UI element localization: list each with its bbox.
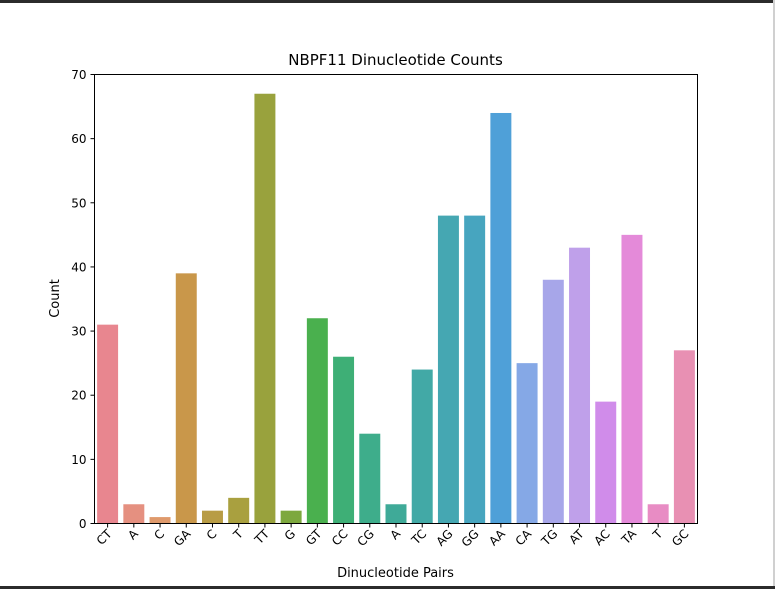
bar-4 [201, 510, 223, 524]
x-tick-label-9: CC [329, 527, 351, 549]
x-tick-label-3: GA [171, 526, 194, 549]
bar-11 [385, 504, 407, 524]
bar-7 [280, 510, 302, 524]
x-tick-label-22: GC [669, 527, 691, 549]
bar-22 [673, 350, 695, 524]
x-tick-label-12: TC [408, 527, 429, 548]
y-tick-label-7: 70 [71, 68, 86, 82]
bar-21 [647, 504, 669, 524]
x-tick-label-5: T [230, 526, 246, 542]
chart-title: NBPF11 Dinucleotide Counts [288, 51, 503, 69]
x-tick-label-7: G [282, 527, 298, 543]
y-axis-label: Count [48, 279, 63, 318]
y-tick-label-3: 30 [71, 325, 86, 339]
y-tick-label-4: 40 [71, 260, 86, 274]
bar-20 [621, 234, 643, 524]
bar-19 [595, 401, 617, 524]
x-tick-label-21: T [649, 526, 665, 542]
x-tick-label-15: AA [486, 526, 508, 548]
y-tick-label-1: 10 [71, 453, 86, 467]
x-tick-label-20: TA [618, 526, 639, 547]
bar-18 [569, 247, 591, 524]
x-tick-label-10: CG [354, 527, 376, 549]
x-tick-label-19: AC [591, 527, 612, 548]
x-tick-label-16: CA [513, 526, 535, 548]
y-axis: 0 10 20 30 40 50 60 70 [71, 68, 95, 531]
bar-2 [149, 517, 171, 524]
window-right-border [773, 0, 775, 589]
x-tick-label-6: TT [251, 526, 272, 547]
plot-frame [94, 74, 698, 524]
bar-0 [97, 324, 119, 524]
bar-1 [123, 504, 145, 524]
x-tick-label-14: GG [459, 527, 482, 550]
x-tick-label-13: AG [433, 527, 455, 549]
bar-13 [437, 215, 459, 524]
y-tick-label-2: 20 [71, 389, 86, 403]
x-tick-label-8: GT [303, 526, 325, 548]
bar-5 [228, 497, 250, 524]
y-tick-label-0: 0 [79, 517, 87, 531]
bars-group [97, 93, 695, 524]
y-tick-label-5: 50 [71, 196, 86, 210]
x-tick-label-17: TG [538, 527, 560, 549]
y-tick-label-6: 60 [71, 132, 86, 146]
x-tick-label-18: AT [566, 526, 587, 547]
bar-17 [542, 279, 564, 524]
window-bottom-border [0, 586, 775, 589]
x-tick-label-1: A [125, 526, 141, 542]
bar-8 [306, 318, 328, 524]
x-tick-label-2: C [151, 527, 167, 543]
bar-10 [359, 433, 381, 524]
x-axis: CT A C GA C T TT G GT CC CG A TC AG GG AA CA TG AT AC TA T GC [94, 523, 692, 550]
bar-3 [175, 273, 197, 524]
x-axis-label: Dinucleotide Pairs [337, 566, 454, 581]
bar-6 [254, 93, 276, 524]
bar-9 [333, 356, 355, 524]
x-tick-label-0: CT [94, 526, 115, 547]
bar-15 [490, 112, 512, 524]
x-tick-label-11: A [387, 526, 403, 542]
bar-12 [411, 369, 433, 524]
x-tick-label-4: C [204, 527, 220, 543]
window-top-border [0, 0, 775, 3]
bar-16 [516, 363, 538, 524]
bar-14 [464, 215, 486, 524]
